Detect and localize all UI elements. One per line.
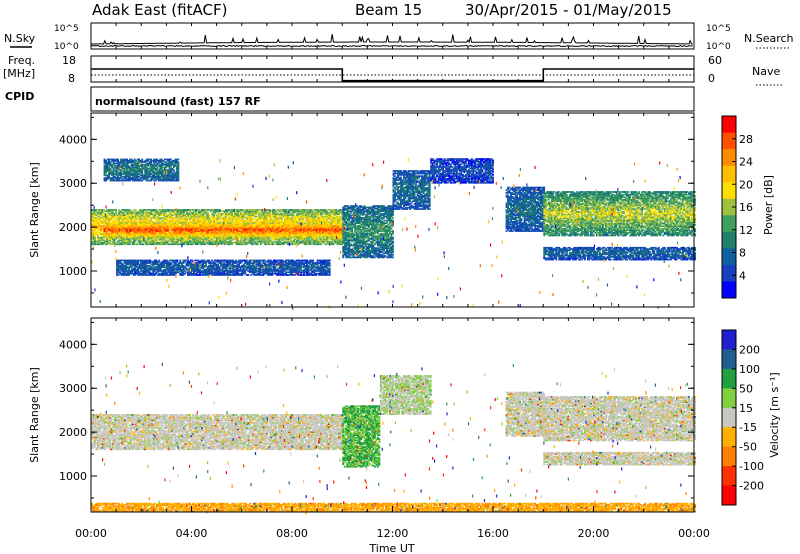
- nave-tick-bottom: 0: [708, 72, 715, 85]
- heatmap-cell: [170, 232, 172, 234]
- noise-search-trace: [91, 46, 693, 47]
- noise-tick-left-top: 10^5: [54, 24, 79, 34]
- power-heatmap: [91, 158, 696, 309]
- heatmap-cell: [135, 209, 137, 211]
- freq-label-line1: Freq.: [8, 54, 35, 67]
- heatmap-cell: [207, 212, 209, 214]
- mode-label: normalsound (fast) 157 RF: [95, 95, 261, 108]
- plot-title: Adak East (fitACF): [92, 1, 227, 19]
- nave-label: Nave: [752, 65, 780, 78]
- heatmap-cell: [199, 222, 201, 224]
- beam-label: Beam 15: [355, 1, 422, 19]
- freq-tick-top: 18: [62, 54, 76, 67]
- nave-tick-top: 60: [708, 54, 722, 67]
- heatmap-cell: [115, 209, 117, 211]
- nsearch-label: N.Search: [744, 32, 794, 45]
- nsky-label: N.Sky: [4, 32, 36, 45]
- noise-sky-trace: [91, 34, 693, 44]
- noise-tick-left-bottom: 10^0: [54, 42, 79, 52]
- noise-tick-right-top: 10^5: [706, 24, 731, 34]
- noise-tick-right-bottom: 10^0: [706, 42, 731, 52]
- freq-tick-bottom: 8: [68, 72, 75, 85]
- cpid-label: CPID: [5, 90, 34, 103]
- freq-label-line2: [MHz]: [3, 67, 35, 80]
- date-range: 30/Apr/2015 - 01/May/2015: [465, 1, 672, 19]
